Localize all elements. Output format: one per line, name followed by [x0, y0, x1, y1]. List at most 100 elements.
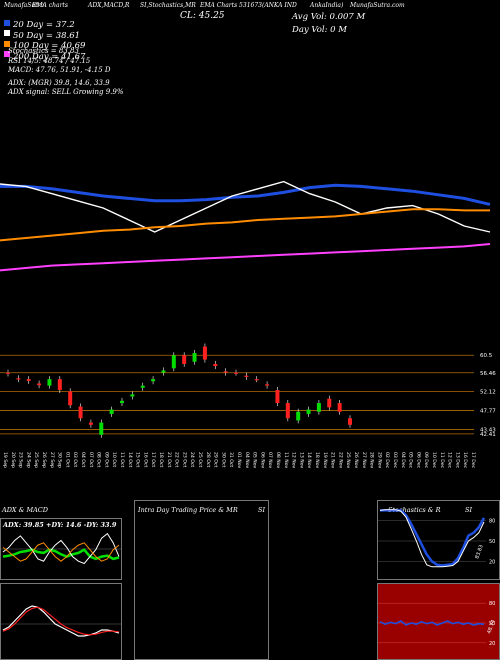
- price-x-tick: 24 Oct: [189, 452, 195, 467]
- price-x-tick: 02 Dec: [384, 452, 390, 469]
- price-y-tick: 56.46: [480, 371, 496, 377]
- price-x-tick: 29 Nov: [376, 452, 382, 469]
- price-x-tick: 16 Oct: [142, 452, 148, 467]
- price-x-tick: 03 Oct: [72, 452, 78, 467]
- adx-signal: ADX signal: SELL Growing 9.9%: [8, 88, 124, 96]
- legend-label-200: 200 Day = 41.67: [13, 51, 86, 62]
- price-x-tick: 17 Dec: [470, 452, 476, 469]
- price-x-tick: 24 Sep: [25, 452, 31, 468]
- top-strip-item: ADX,MACD,R: [88, 2, 130, 9]
- candle-body: [296, 411, 301, 421]
- price-x-tick: 14 Oct: [127, 452, 133, 467]
- legend-label-100: 100 Day = 40.69: [13, 41, 86, 51]
- stoch-svg: 80 50 20 83.83: [378, 509, 495, 568]
- candle-body: [348, 418, 352, 425]
- legend-item-20: 20 Day = 37.2: [4, 12, 85, 30]
- stoch-slow-line: [379, 509, 485, 568]
- price-x-tick: 06 Dec: [415, 452, 421, 469]
- adx-series-adx: [2, 548, 120, 561]
- price-y-tick: 47.77: [480, 409, 496, 415]
- mr-panel: [134, 500, 269, 660]
- price-x-tick: 07 Oct: [88, 452, 94, 467]
- macd-value: MACD: 47.76, 51.91, -4.15 D: [8, 66, 111, 74]
- candle-body: [78, 406, 83, 419]
- rsi-value: RSI 14/5: 48.74 / 47.15: [8, 56, 91, 65]
- ema-chart: [0, 180, 491, 272]
- candle-body: [88, 422, 93, 425]
- adx-series-dy: [2, 542, 120, 562]
- price-x-tick: 04 Nov: [244, 452, 250, 469]
- price-x-tick: 23 Sep: [18, 452, 24, 468]
- rsi-line: [379, 620, 485, 626]
- rsi-panel: 80 50 20 48.74: [377, 583, 500, 660]
- candle-body: [171, 355, 176, 369]
- mr-title: Intra Day Trading Price & MR: [138, 506, 238, 514]
- candle-body: [223, 371, 228, 373]
- adx-line: ADX: (MGR) 39.8, 14.6, 33.9: [8, 79, 110, 87]
- candle-body: [109, 409, 114, 414]
- price-x-tick: 30 Oct: [220, 452, 226, 467]
- stoch-fast-line: [380, 509, 486, 567]
- candle-body: [306, 409, 311, 414]
- price-y-tick: 42.41: [480, 432, 496, 438]
- adx-macd-title: ADX & MACD: [2, 506, 48, 514]
- top-strip-item: EMA Charts 531673: [200, 2, 262, 9]
- price-x-tick: 19 Nov: [322, 452, 328, 469]
- price-y-tick: 52.12: [480, 390, 496, 396]
- avg-volume: Avg Vol: 0.007 M: [292, 12, 366, 22]
- price-x-tick: 23 Oct: [181, 452, 187, 467]
- stochastics-value: Stochastics = 83.83: [8, 47, 79, 55]
- price-x-tick: 04 Oct: [80, 452, 86, 467]
- top-strip-item: MunafaSutra: [4, 2, 45, 9]
- price-x-tick: 01 Nov: [236, 452, 242, 469]
- candle-body: [192, 353, 197, 362]
- price-x-tick: 25 Sep: [33, 452, 39, 468]
- candle-body: [140, 385, 145, 388]
- price-x-tick: 28 Nov: [369, 452, 375, 469]
- candle-body: [182, 355, 187, 364]
- price-x-tick: 29 Oct: [213, 452, 219, 467]
- price-x-tick: 15 Oct: [135, 452, 141, 467]
- candle-body: [254, 379, 259, 381]
- adx-svg: [1, 532, 121, 565]
- legend-swatch-100: [4, 40, 10, 47]
- candle-body: [316, 403, 321, 412]
- adx-values-label: ADX: 39.85 +DY: 14.6 -DY: 33.9: [3, 521, 117, 529]
- candle-body: [265, 384, 270, 386]
- price-x-tick: 22 Nov: [337, 452, 343, 469]
- price-x-tick: 28 Oct: [205, 452, 211, 467]
- candle-body: [47, 379, 52, 386]
- candle-body: [161, 370, 166, 373]
- close-price: CL: 45.25: [180, 11, 225, 21]
- candle-body: [99, 422, 104, 435]
- price-x-tick: 16 Dec: [462, 452, 468, 469]
- price-x-tick: 22 Oct: [174, 452, 180, 467]
- top-strip-item: (ANKA IND: [262, 2, 297, 9]
- price-y-tick: 60.5: [480, 353, 493, 359]
- price-x-tick: 12 Dec: [447, 452, 453, 469]
- legend-item-200: 200 Day = 41.67: [4, 44, 85, 62]
- legend-label-50: 50 Day = 38.61: [13, 30, 81, 41]
- price-x-tick: 27 Sep: [49, 452, 55, 468]
- ema-series-20-day: [0, 183, 491, 206]
- price-x-tick: 10 Dec: [431, 452, 437, 469]
- price-x-tick: 17 Oct: [150, 452, 156, 467]
- candle-body: [16, 378, 21, 380]
- macd-series-macd: [2, 605, 120, 637]
- price-x-tick: 12 Nov: [291, 452, 297, 469]
- legend-item-100: 100 Day = 40.69: [4, 33, 85, 51]
- price-x-tick: 21 Oct: [166, 452, 172, 467]
- candle-body: [275, 390, 280, 404]
- candle-body: [327, 398, 332, 408]
- candle-body: [234, 372, 238, 374]
- candle-body: [6, 372, 10, 374]
- stoch-tick: 80: [489, 519, 495, 525]
- stoch-value-label: 83.83: [474, 544, 485, 560]
- macd-series-signal: [2, 606, 120, 636]
- price-x-tick: 26 Nov: [353, 452, 359, 469]
- top-strip-item: AnkaIndia): [310, 2, 344, 9]
- price-x-tick: 09 Dec: [423, 452, 429, 469]
- top-strip-item: MunafaSutra.com: [350, 2, 405, 9]
- price-x-tick: 18 Nov: [314, 452, 320, 469]
- day-volume: Day Vol: 0 M: [292, 25, 347, 35]
